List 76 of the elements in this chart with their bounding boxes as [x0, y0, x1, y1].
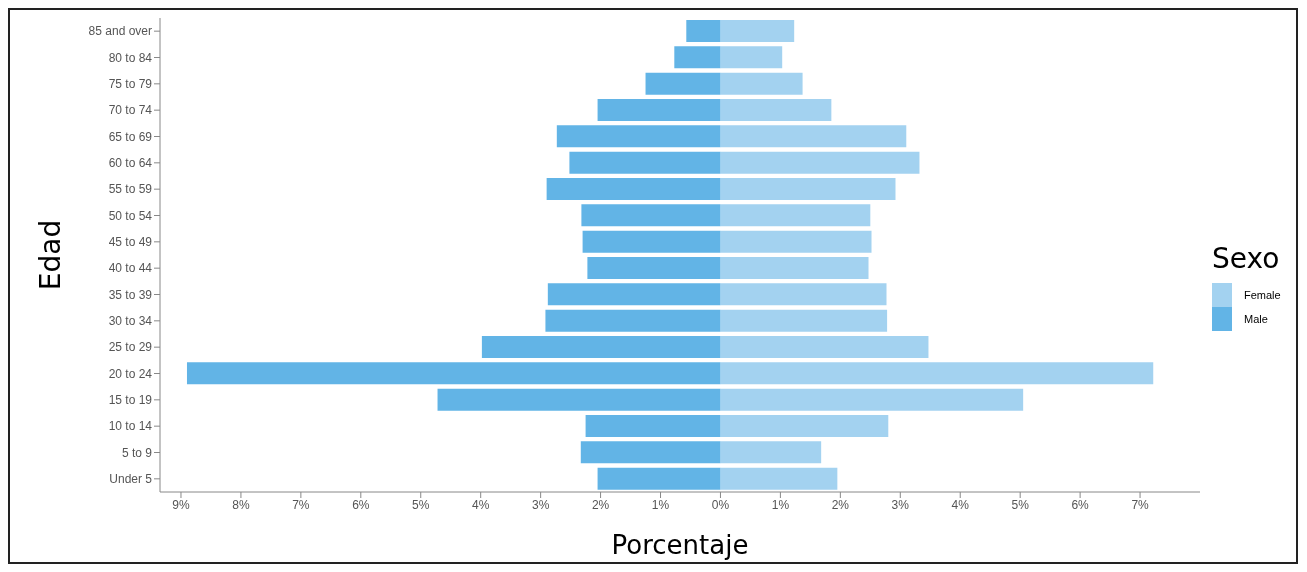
y-tick-label: 70 to 74 [108, 103, 153, 118]
x-tick-label: 5% [1011, 497, 1030, 512]
bar [556, 125, 721, 148]
y-tick-label: 35 to 39 [108, 287, 153, 302]
x-tick-label: 9% [172, 497, 190, 512]
bar [546, 178, 721, 200]
bar [585, 415, 721, 437]
y-tick-label: 10 to 14 [108, 419, 153, 434]
bar [581, 204, 721, 227]
bar [720, 20, 795, 42]
y-tick-label: 75 to 79 [108, 77, 153, 92]
legend-label: Male [1244, 312, 1268, 325]
x-tick-label: 7% [1131, 497, 1150, 512]
bar [720, 99, 832, 121]
x-tick-label: 6% [352, 497, 370, 512]
x-tick-label: 2% [591, 497, 610, 512]
bar [545, 309, 721, 332]
legend-title: Sexo [1212, 241, 1281, 275]
y-tick-label: 20 to 24 [108, 366, 153, 381]
bar [720, 151, 920, 174]
bar [597, 99, 721, 121]
y-tick-label: 15 to 19 [108, 393, 153, 408]
bar [720, 336, 929, 358]
bar [720, 230, 872, 253]
y-tick-label: 25 to 29 [108, 340, 153, 355]
y-tick-label: 85 and over [88, 24, 152, 39]
x-tick-label: 7% [292, 497, 310, 512]
bar [597, 467, 721, 490]
bar [580, 441, 721, 464]
bar [720, 125, 907, 148]
bar [720, 388, 1024, 411]
x-tick-label: 1% [771, 497, 790, 512]
bar [481, 336, 721, 358]
y-tick-label: 30 to 34 [108, 314, 153, 329]
bar [720, 204, 871, 227]
x-tick-label: 5% [412, 497, 430, 512]
bar [720, 415, 889, 437]
bar [720, 309, 888, 332]
x-tick-label: 4% [472, 497, 490, 512]
y-tick-label: 45 to 49 [108, 235, 153, 250]
bar [720, 283, 887, 306]
bar [720, 441, 822, 464]
y-tick-label: 60 to 64 [108, 156, 153, 171]
x-axis-title: Porcentaje [611, 530, 749, 560]
bar [547, 283, 721, 306]
bar [720, 178, 896, 200]
bar [720, 72, 803, 95]
x-tick-label: 3% [891, 497, 910, 512]
y-tick-label: 5 to 9 [121, 445, 153, 460]
y-tick-label: 65 to 69 [108, 129, 153, 144]
bar [674, 46, 721, 69]
y-axis-title: Edad [33, 219, 67, 291]
x-tick-label: 1% [651, 497, 670, 512]
y-tick-label: 55 to 59 [108, 182, 153, 197]
bar [645, 72, 721, 95]
x-tick-label: 4% [951, 497, 970, 512]
bar [686, 20, 721, 42]
bar [720, 467, 838, 490]
x-tick-label: 0% [711, 497, 730, 512]
bar [186, 362, 721, 385]
y-tick-label: 40 to 44 [108, 261, 153, 276]
x-tick-label: 6% [1071, 497, 1090, 512]
bar [582, 230, 721, 253]
bar [437, 388, 721, 411]
bar [587, 257, 721, 279]
x-tick-label: 2% [831, 497, 850, 512]
y-tick-label: 80 to 84 [108, 50, 153, 65]
bar [569, 151, 721, 174]
y-tick-label: Under 5 [109, 472, 153, 487]
bar [720, 257, 869, 279]
x-tick-label: 3% [531, 497, 550, 512]
bar [720, 362, 1154, 385]
y-tick-label: 50 to 54 [108, 208, 153, 223]
legend-label: Female [1244, 288, 1281, 301]
x-tick-label: 8% [232, 497, 250, 512]
bar [720, 46, 783, 69]
